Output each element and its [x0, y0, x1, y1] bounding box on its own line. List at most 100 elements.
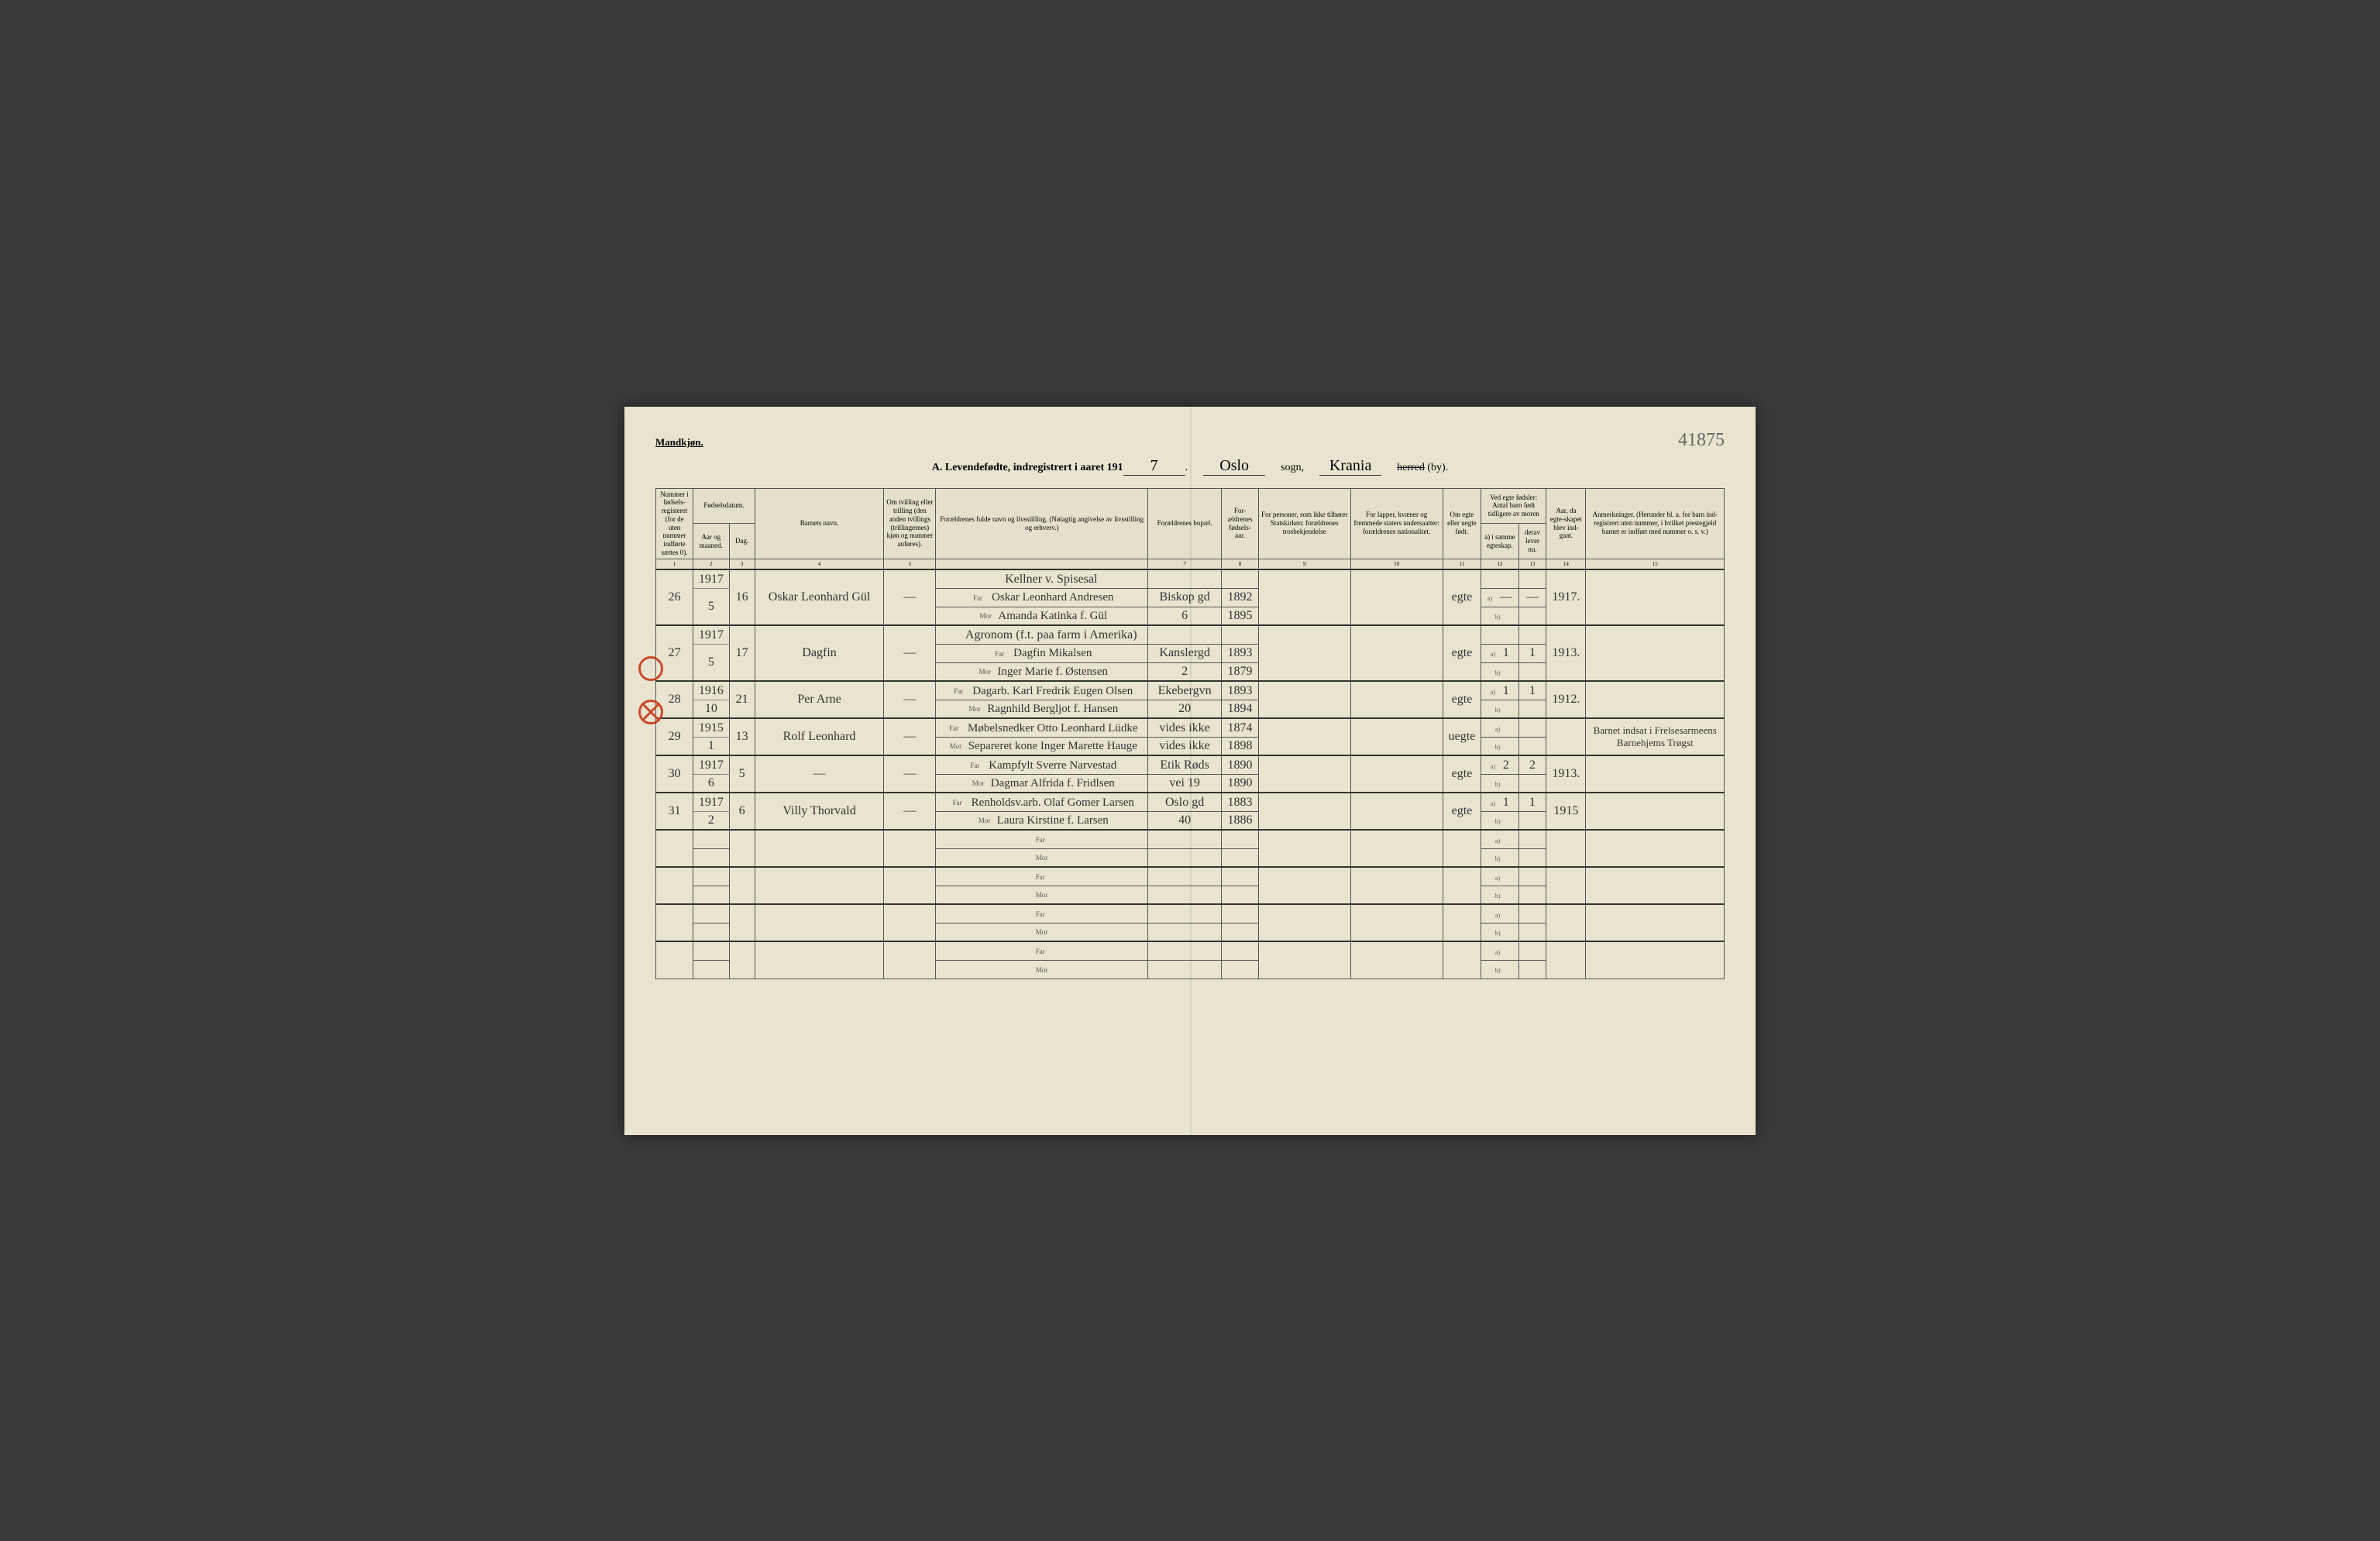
- prior-a: a) —: [1481, 588, 1518, 607]
- father-occupation: Kellner v. Spisesal: [936, 569, 1148, 588]
- col-7: Forældrenes bopæl.: [1148, 488, 1222, 559]
- col-15: Anmerkninger. (Herunder bl. a. for barn …: [1586, 488, 1725, 559]
- mother-name: MorInger Marie f. Østensen: [936, 662, 1148, 681]
- ab-label: b): [1481, 960, 1518, 979]
- residence-far: Biskop gd: [1148, 588, 1222, 607]
- col-2-top: Fødselsdatum.: [693, 488, 755, 524]
- page-number: 41875: [1678, 430, 1725, 451]
- parent-label: Far: [936, 830, 1148, 848]
- month: 1: [693, 737, 729, 755]
- prior-b: b): [1481, 737, 1518, 755]
- parent-label: Mor: [936, 960, 1148, 979]
- day: 16: [729, 569, 755, 625]
- day: 13: [729, 718, 755, 755]
- year: 1917: [693, 569, 729, 588]
- prior-b-living: [1518, 700, 1546, 718]
- entry-row-far: 27191717Dagfin—Agronom (f.t. paa farm i …: [656, 625, 1725, 644]
- mother-birthyear: 1890: [1222, 774, 1259, 793]
- blank-row: Fara): [656, 830, 1725, 848]
- prior-b-living: [1518, 811, 1546, 830]
- remarks: [1586, 755, 1725, 793]
- legitimacy: egte: [1443, 569, 1481, 625]
- col-num: 2: [693, 559, 729, 569]
- mother-name: MorAmanda Katinka f. Gül: [936, 607, 1148, 625]
- prior-a-living: 1: [1518, 793, 1546, 811]
- religion: [1258, 793, 1350, 830]
- col-num: 9: [1258, 559, 1350, 569]
- year: 1916: [693, 681, 729, 700]
- table-header: Nummer i fødsels-registeret (for de uten…: [656, 488, 1725, 569]
- year: 1917: [693, 625, 729, 644]
- col-num: 13: [1518, 559, 1546, 569]
- child-name: Per Arne: [755, 681, 884, 718]
- col-num: 11: [1443, 559, 1481, 569]
- prior-b-living: [1518, 774, 1546, 793]
- father-birthyear: 1890: [1222, 755, 1259, 774]
- father-name: FarRenholdsv.arb. Olaf Gomer Larsen: [936, 793, 1148, 811]
- nationality: [1350, 625, 1443, 681]
- twin: —: [884, 569, 936, 625]
- col-6: Forældrenes fulde navn og livsstilling. …: [936, 488, 1148, 559]
- father-name: FarMøbelsnedker Otto Leonhard Lüdke: [936, 718, 1148, 737]
- month: 2: [693, 811, 729, 830]
- nationality: [1350, 793, 1443, 830]
- parent-label: Mor: [936, 886, 1148, 904]
- month: 5: [693, 644, 729, 681]
- ab-label: a): [1481, 904, 1518, 923]
- year: 1917: [693, 793, 729, 811]
- parent-label: Far: [936, 867, 1148, 886]
- mother-birthyear: 1894: [1222, 700, 1259, 718]
- col-9: For personer, som ikke tilhører Statskir…: [1258, 488, 1350, 559]
- ab-label: b): [1481, 848, 1518, 867]
- col-10: For lapper, kvæner og fremmede staters u…: [1350, 488, 1443, 559]
- father-name: FarDagfin Mikalsen: [936, 644, 1148, 662]
- marriage-year: 1917.: [1546, 569, 1586, 625]
- residence-far: vides ikke: [1148, 718, 1222, 737]
- col-8: For-ældrenes fødsels-aar.: [1222, 488, 1259, 559]
- entry-number: 29: [656, 718, 693, 755]
- year: 1915: [693, 718, 729, 737]
- blank-row: Fara): [656, 941, 1725, 960]
- entry-number: 30: [656, 755, 693, 793]
- prior-b: b): [1481, 607, 1518, 625]
- residence-mor: 40: [1148, 811, 1222, 830]
- ab-label: b): [1481, 923, 1518, 941]
- mother-name: MorLaura Kirstine f. Larsen: [936, 811, 1148, 830]
- legitimacy: egte: [1443, 755, 1481, 793]
- col-num: 8: [1222, 559, 1259, 569]
- nationality: [1350, 755, 1443, 793]
- child-name: Villy Thorvald: [755, 793, 884, 830]
- twin: —: [884, 755, 936, 793]
- ab-label: a): [1481, 941, 1518, 960]
- residence-far: Oslo gd: [1148, 793, 1222, 811]
- mother-birthyear: 1898: [1222, 737, 1259, 755]
- prior-a-living: —: [1518, 588, 1546, 607]
- col-5: Om tvilling eller trilling (den anden tv…: [884, 488, 936, 559]
- year: 1917: [693, 755, 729, 774]
- legitimacy: egte: [1443, 625, 1481, 681]
- sogn-label: sogn,: [1281, 462, 1304, 474]
- col-num: 3: [729, 559, 755, 569]
- prior-a: a): [1481, 718, 1518, 737]
- parent-label: Mor: [936, 848, 1148, 867]
- father-name: FarOskar Leonhard Andresen: [936, 588, 1148, 607]
- twin: —: [884, 681, 936, 718]
- mother-birthyear: 1886: [1222, 811, 1259, 830]
- marriage-year: 1915: [1546, 793, 1586, 830]
- col-2b: Dag.: [729, 524, 755, 559]
- remarks: [1586, 681, 1725, 718]
- residence-mor: 2: [1148, 662, 1222, 681]
- ledger-page: Mandkjøn. 41875 A. Levendefødte, indregi…: [624, 407, 1756, 1135]
- col-num: 4: [755, 559, 884, 569]
- father-occupation: Agronom (f.t. paa farm i Amerika): [936, 625, 1148, 644]
- remarks: [1586, 625, 1725, 681]
- twin: —: [884, 718, 936, 755]
- mother-birthyear: 1895: [1222, 607, 1259, 625]
- mother-name: MorDagmar Alfrida f. Fridlsen: [936, 774, 1148, 793]
- table-body: 26191716Oskar Leonhard Gül—Kellner v. Sp…: [656, 569, 1725, 979]
- prior-a-living: 1: [1518, 644, 1546, 662]
- col-num: 10: [1350, 559, 1443, 569]
- parent-label: Mor: [936, 923, 1148, 941]
- remarks: [1586, 793, 1725, 830]
- gender-label: Mandkjøn.: [655, 436, 703, 449]
